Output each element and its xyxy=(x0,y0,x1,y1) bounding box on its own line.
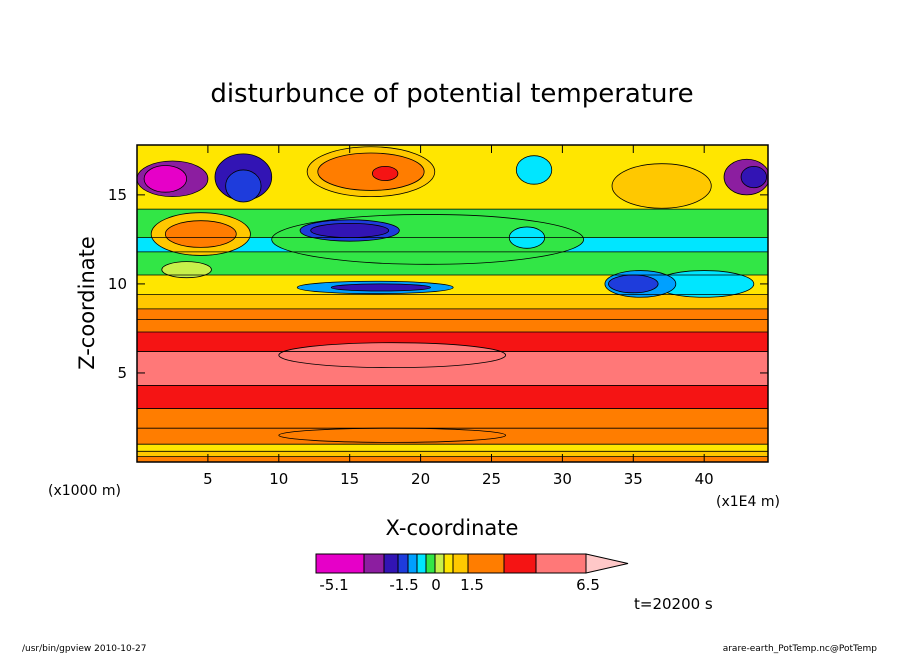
colorbar-swatch-10 xyxy=(467,553,505,574)
layer-band-4 xyxy=(137,408,768,429)
x-tick-label-25: 25 xyxy=(482,470,501,488)
y-tick-label-10: 10 xyxy=(108,275,127,293)
colorbar-label--5.1: -5.1 xyxy=(319,576,348,594)
contour-blob-16 xyxy=(143,165,188,193)
colorbar-swatch-5 xyxy=(416,553,427,574)
footer-right: arare-earth_PotTemp.nc@PotTemp xyxy=(723,644,878,654)
colorbar-swatch-9 xyxy=(452,553,469,574)
colorbar-label-0: 0 xyxy=(431,576,441,594)
colorbar-swatch-6 xyxy=(425,553,436,574)
colorbar-swatch-3 xyxy=(397,553,409,574)
contour-plot-area xyxy=(137,145,768,462)
plot-frame xyxy=(136,144,769,463)
x-tick-label-10: 10 xyxy=(269,470,288,488)
x-tick-label-35: 35 xyxy=(624,470,643,488)
layer-band-2 xyxy=(137,444,768,452)
colorbar-swatch-4 xyxy=(407,553,418,574)
colorbar-swatch-7 xyxy=(434,553,445,574)
x-tick-label-40: 40 xyxy=(695,470,714,488)
layer-band-1 xyxy=(137,451,768,457)
contour-blob-6 xyxy=(317,152,425,191)
colorbar-label-6.5: 6.5 xyxy=(576,576,600,594)
contour-blob-19 xyxy=(515,155,553,185)
layer-band-0 xyxy=(137,456,768,462)
contour-blob-23 xyxy=(278,342,507,369)
colorbar-label--1.5: -1.5 xyxy=(389,576,418,594)
x-axis-label: X-coordinate xyxy=(386,516,519,540)
layer-band-8 xyxy=(137,319,768,332)
footer-left: /usr/bin/gpview 2010-10-27 xyxy=(22,644,146,654)
chart-title: disturbunce of potential temperature xyxy=(210,79,693,109)
contour-blob-22 xyxy=(740,165,767,189)
layer-band-9 xyxy=(137,308,768,320)
colorbar-swatch-11 xyxy=(503,553,537,574)
colorbar-swatch-0 xyxy=(315,553,365,574)
y-axis-label: Z-coordinate xyxy=(75,236,99,370)
colorbar-swatch-12 xyxy=(535,553,587,574)
contour-blob-9 xyxy=(310,222,390,239)
y-tick-label-15: 15 xyxy=(108,186,127,204)
contour-blob-1 xyxy=(611,163,712,209)
y-axis: 5 10 15 xyxy=(108,186,768,382)
colorbar-swatch-8 xyxy=(443,553,454,574)
contour-blob-14 xyxy=(161,261,212,279)
contour-blob-7 xyxy=(371,165,399,182)
x-unit-label: (x1E4 m) xyxy=(716,494,780,510)
colorbar-label-1.5: 1.5 xyxy=(460,576,484,594)
x-tick-label-15: 15 xyxy=(340,470,359,488)
x-tick-label-20: 20 xyxy=(411,470,430,488)
contour-blob-24 xyxy=(278,427,507,443)
layer-band-7 xyxy=(137,331,768,352)
time-label: t=20200 s xyxy=(634,595,713,613)
contour-blob-18 xyxy=(225,169,262,203)
y-unit-label: (x1000 m) xyxy=(48,483,121,499)
colorbar-swatch-2 xyxy=(383,553,399,574)
contour-blob-13 xyxy=(164,220,237,248)
x-axis: 5 10 15 20 25 30 35 40 xyxy=(203,145,714,488)
colorbar-swatch-1 xyxy=(363,553,385,574)
contour-blob-4 xyxy=(608,274,659,294)
colorbar: -5.1 -1.5 0 1.5 6.5 xyxy=(315,553,629,594)
y-tick-label-5: 5 xyxy=(117,364,127,382)
layer-band-5 xyxy=(137,385,768,409)
x-tick-label-30: 30 xyxy=(553,470,572,488)
x-tick-label-5: 5 xyxy=(203,470,213,488)
colorbar-arrow xyxy=(585,553,629,574)
contour-blob-11 xyxy=(330,283,431,292)
layer-band-10 xyxy=(137,294,768,309)
